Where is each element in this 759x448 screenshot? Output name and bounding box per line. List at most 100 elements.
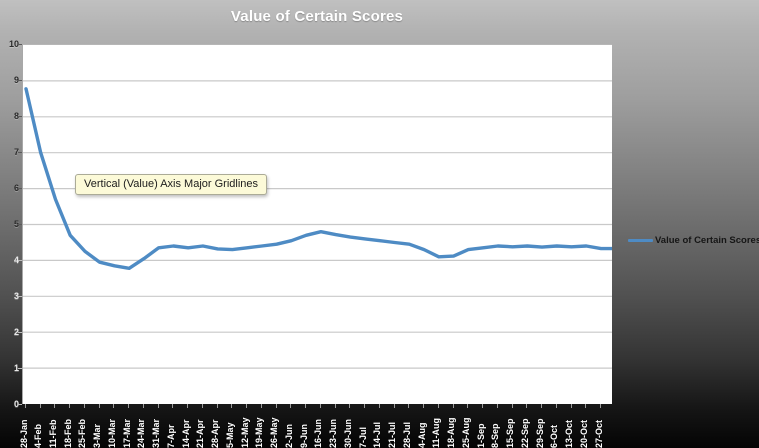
x-axis-label: 11-Feb	[47, 419, 58, 448]
x-axis-label: 12-May	[239, 417, 250, 448]
line-chart-canvas	[23, 80, 612, 369]
x-axis-label: 2-Jun	[283, 423, 294, 448]
x-axis-tick	[83, 404, 85, 408]
x-axis-tick	[246, 404, 248, 408]
y-axis-label: 5	[13, 219, 19, 229]
y-axis-label: 7	[13, 147, 19, 157]
x-axis-label: 30-Jun	[342, 418, 353, 448]
x-axis-tick	[555, 404, 557, 408]
x-axis-tick	[305, 404, 307, 408]
x-axis-tick	[98, 404, 100, 408]
x-axis-tick	[452, 404, 454, 408]
plot-area[interactable]	[22, 44, 612, 404]
x-axis-label: 17-Mar	[121, 418, 132, 448]
x-axis-label: 9-Jun	[298, 423, 309, 448]
y-axis-tick	[18, 368, 22, 369]
x-axis-tick	[25, 404, 26, 408]
x-axis-label: 21-Jul	[387, 421, 398, 448]
y-axis-label: 6	[13, 183, 19, 193]
y-axis-tick	[18, 224, 22, 225]
y-axis-tick	[18, 152, 22, 153]
x-axis-tick	[275, 404, 277, 408]
x-axis-label: 1-Sep	[475, 423, 486, 448]
x-axis-label: 24-Mar	[136, 418, 147, 448]
x-axis-tick	[482, 404, 484, 408]
x-axis-tick	[128, 404, 130, 408]
legend-label[interactable]: Value of Certain Scores	[655, 235, 759, 246]
x-axis-label: 22-Sep	[519, 418, 530, 448]
x-axis-label: 18-Aug	[446, 417, 457, 448]
y-axis-tick	[18, 260, 22, 261]
tooltip-text: Vertical (Value) Axis Major Gridlines	[84, 178, 259, 190]
y-axis-tick	[18, 188, 22, 189]
gridlines-tooltip: Vertical (Value) Axis Major Gridlines	[75, 174, 268, 195]
x-axis-tick	[600, 404, 602, 408]
x-axis-label: 14-Jul	[372, 421, 383, 448]
y-axis-label: 10	[8, 39, 19, 49]
x-axis-tick	[423, 404, 425, 408]
x-axis-tick	[260, 404, 262, 408]
y-axis-tick	[18, 80, 22, 81]
x-axis-label: 21-Apr	[195, 419, 206, 448]
x-axis-strip: 28-Jan 4-Feb 11-Feb 18-Feb 25-Feb 3-Mar 10-Mar…	[0, 404, 759, 448]
y-axis-label: 4	[13, 255, 19, 265]
x-axis-label: 26-May	[269, 417, 280, 448]
x-axis-tick	[39, 404, 41, 408]
x-axis-tick	[172, 404, 174, 408]
x-axis-label: 25-Feb	[77, 418, 88, 448]
x-axis-label: 27-Oct	[593, 419, 604, 448]
x-axis-label: 19-May	[254, 417, 265, 448]
x-axis-tick	[231, 404, 233, 408]
x-axis-label: 8-Sep	[490, 423, 501, 448]
x-axis-label: 20-Oct	[578, 419, 589, 448]
x-axis-label: 10-Mar	[106, 418, 117, 448]
x-axis-label: 11-Aug	[431, 417, 442, 448]
x-axis-label: 31-Mar	[151, 418, 162, 448]
y-axis-label: 3	[13, 291, 19, 301]
legend[interactable]: Value of Certain Scores	[628, 235, 759, 246]
y-axis-label: 8	[13, 111, 19, 121]
x-axis-label: 25-Aug	[460, 417, 471, 448]
y-axis-tick	[18, 296, 22, 297]
x-axis-label: 28-Apr	[210, 419, 221, 448]
x-axis-tick	[319, 404, 321, 408]
y-axis-tick	[18, 44, 22, 45]
x-axis-tick	[496, 404, 498, 408]
x-axis-tick	[142, 404, 144, 408]
x-axis-tick	[511, 404, 513, 408]
y-axis-label: 1	[13, 363, 19, 373]
y-axis-tick	[18, 404, 22, 405]
x-axis-tick	[334, 404, 336, 408]
x-axis-label: 23-Jun	[328, 418, 339, 448]
x-axis-tick	[526, 404, 528, 408]
x-axis-label: 18-Feb	[62, 418, 73, 448]
x-axis-label: 5-May	[224, 422, 235, 448]
x-axis-label: 15-Sep	[505, 418, 516, 448]
x-axis-tick	[585, 404, 587, 408]
x-axis-label: 3-Mar	[92, 423, 103, 448]
legend-line-swatch	[628, 239, 653, 242]
x-axis-tick	[364, 404, 366, 408]
x-axis-label: 16-Jun	[313, 418, 324, 448]
x-axis-tick	[570, 404, 572, 408]
y-axis-tick	[18, 332, 22, 333]
x-axis-label: 7-Apr	[165, 424, 176, 448]
x-axis-label: 4-Aug	[416, 422, 427, 448]
x-axis-tick	[54, 404, 56, 408]
x-axis-tick	[349, 404, 351, 408]
x-axis-tick	[216, 404, 218, 408]
x-axis-label: 7-Jul	[357, 426, 368, 448]
y-axis-label: 2	[13, 327, 19, 337]
series-line[interactable]	[24, 87, 612, 270]
x-axis-label: 13-Oct	[564, 419, 575, 448]
x-axis-tick	[541, 404, 543, 408]
x-axis-tick	[290, 404, 292, 408]
x-axis-label: 29-Sep	[534, 418, 545, 448]
y-axis-label: 0	[13, 399, 19, 409]
x-axis-label: 6-Oct	[549, 424, 560, 448]
x-axis-tick	[157, 404, 159, 408]
y-axis-tick	[18, 116, 22, 117]
chart-title: Value of Certain Scores	[230, 8, 404, 25]
x-axis-tick	[378, 404, 380, 408]
y-axis-label: 9	[13, 75, 19, 85]
